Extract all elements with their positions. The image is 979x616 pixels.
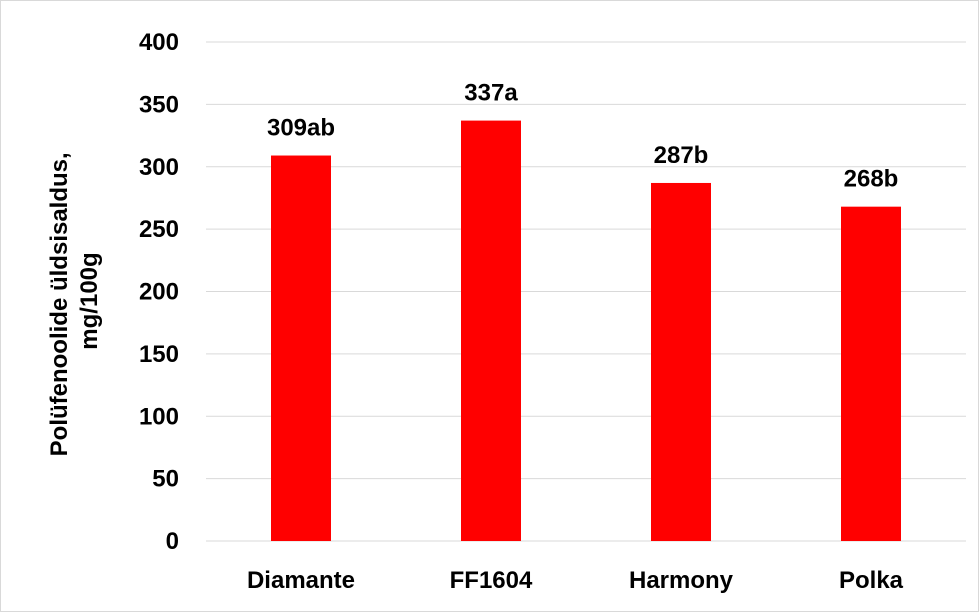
data-label: 337a	[464, 80, 518, 107]
y-tick-label: 50	[152, 466, 179, 493]
data-labels: 309ab 337a 287b 268b	[267, 80, 898, 193]
gridlines	[206, 41, 966, 542]
bar-harmony	[651, 182, 711, 541]
y-tick-label: 0	[166, 528, 179, 555]
x-category-label: Polka	[839, 567, 904, 594]
x-category-label: Diamante	[247, 567, 355, 594]
bar-polka	[841, 206, 901, 542]
y-axis-tick-labels: 0 50 100 150 200 250 300 350 400	[139, 29, 179, 555]
data-label: 287b	[654, 142, 709, 169]
x-category-label: FF1604	[450, 567, 533, 594]
y-tick-label: 300	[139, 154, 179, 181]
bars	[271, 120, 901, 542]
y-tick-label: 150	[139, 341, 179, 368]
y-axis-title-line-2: mg/100g	[76, 252, 103, 349]
y-axis-title: Polüfenoolide üldsisaldus, mg/100g	[46, 146, 103, 457]
x-category-label: Harmony	[629, 567, 734, 594]
x-axis-category-labels: Diamante FF1604 Harmony Polka	[247, 567, 904, 594]
data-label: 309ab	[267, 115, 335, 142]
y-tick-label: 350	[139, 91, 179, 118]
y-tick-label: 200	[139, 279, 179, 306]
y-axis-title-line-1: Polüfenoolide üldsisaldus,	[46, 152, 73, 456]
bar-diamante	[271, 155, 331, 541]
y-tick-label: 400	[139, 29, 179, 56]
data-label: 268b	[844, 166, 899, 193]
bar-ff1604	[461, 120, 521, 541]
y-tick-label: 250	[139, 216, 179, 243]
y-tick-label: 100	[139, 403, 179, 430]
